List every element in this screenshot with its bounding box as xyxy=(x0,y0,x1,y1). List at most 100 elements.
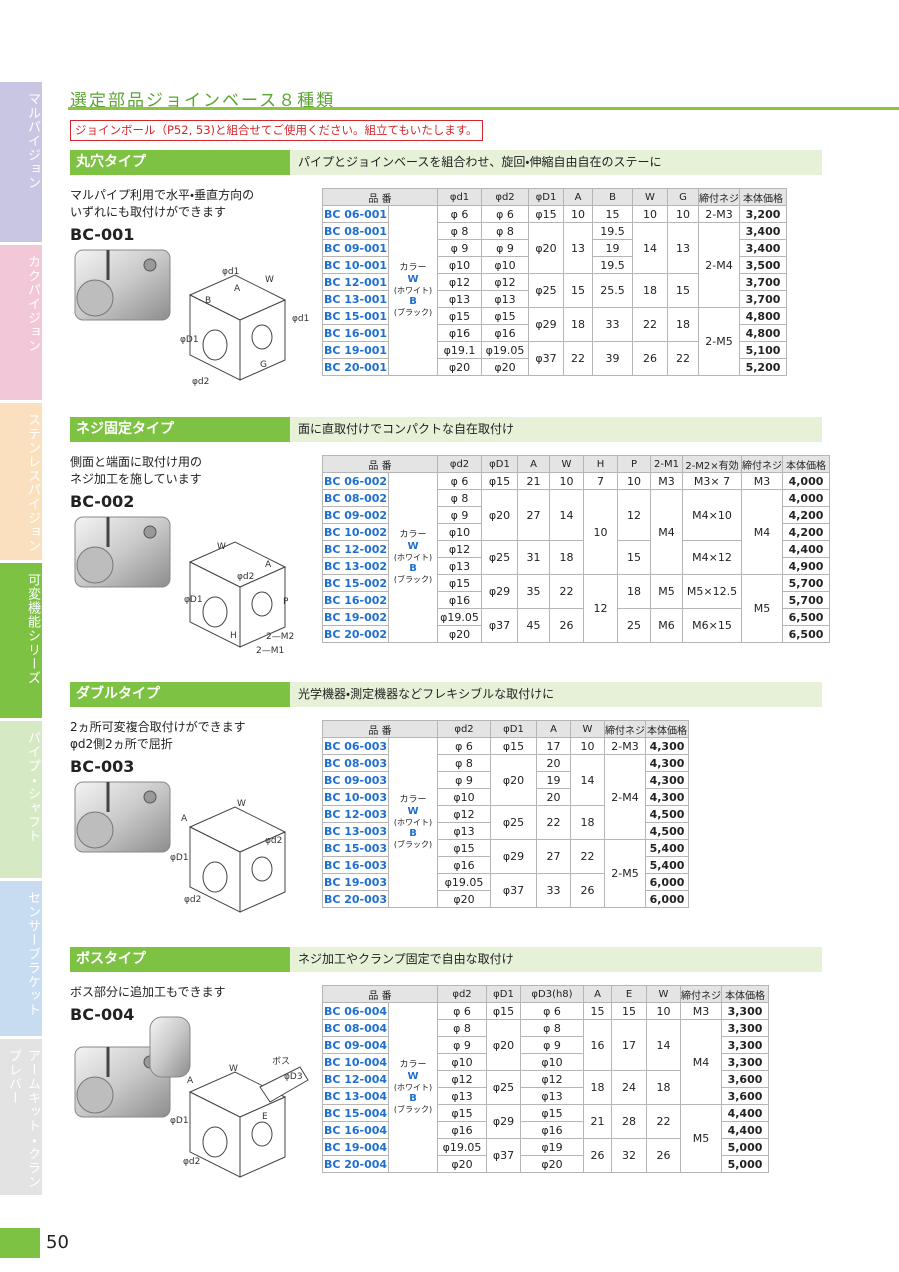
section-title: ネジ固定タイプ xyxy=(70,417,290,442)
color-name: (ブラック) xyxy=(393,1105,433,1114)
table-cell: φ12 xyxy=(437,273,482,291)
part-number: BC 08-003 xyxy=(322,754,389,772)
price: 3,300 xyxy=(721,1053,769,1071)
diagram-label: φd2 xyxy=(184,895,202,905)
header-cell: φD3(h8) xyxy=(520,985,584,1003)
sidebar-tab: 可変機能シリーズ xyxy=(0,563,42,718)
table-row: BC 06-002 カラー W (ホワイト) B (ブラック) φ 6 φ15 21 10 7 10 M… xyxy=(322,472,830,643)
header-cell: φD1 xyxy=(486,985,521,1003)
color-name: (ブラック) xyxy=(393,575,433,584)
table-cell: φ10 xyxy=(437,256,482,274)
table-row: BC 13-002 φ13 4,900 xyxy=(322,557,830,575)
part-number: BC 09-004 xyxy=(322,1036,389,1054)
diagram-label: ボス xyxy=(272,1057,291,1067)
color-code: B xyxy=(409,563,417,574)
header-cell: P xyxy=(617,455,651,473)
price: 4,800 xyxy=(739,307,787,325)
table-row: BC 20-001 φ20 φ20 5,200 xyxy=(322,358,787,376)
table-cell: φ19.05 xyxy=(437,873,491,891)
table-cell: 20 xyxy=(536,788,571,806)
header-row: 品 番 φd2 φD1 A W H P 2-M1 2-M2×有効 締付ネジ 本体価格 xyxy=(322,455,830,473)
table-cell: 19 xyxy=(592,239,633,257)
table-cell: 17 xyxy=(611,1019,647,1071)
color-code: B xyxy=(409,296,417,307)
part-number: BC 06-003 xyxy=(322,737,389,755)
table-cell: φ19 xyxy=(520,1138,584,1156)
table-cell: φ 8 xyxy=(520,1019,584,1037)
diagram-label: H xyxy=(230,631,237,641)
part-number: BC 13-004 xyxy=(322,1087,389,1105)
table-cell: 18 xyxy=(563,307,593,342)
sidebar-tab: アームキット・クランプレバー xyxy=(0,1039,42,1195)
header-row: 品 番 φd1 φd2 φD1 A B W G 締付ネジ 本体価格 xyxy=(322,188,787,206)
table-cell: φ20 xyxy=(481,358,529,376)
table-cell: 26 xyxy=(570,873,605,908)
color-code: B xyxy=(409,828,417,839)
table-cell: M3× 7 xyxy=(682,472,742,490)
description: 側面と端面に取付け用の xyxy=(70,455,203,469)
table-cell: 14 xyxy=(632,222,668,274)
table-cell: φ29 xyxy=(481,574,518,609)
table-cell: φ12 xyxy=(437,540,482,558)
table-cell: 13 xyxy=(563,222,593,274)
price: 3,600 xyxy=(721,1070,769,1088)
table-cell: φ12 xyxy=(437,1070,487,1088)
part-number: BC 12-004 xyxy=(322,1070,389,1088)
part-number: BC 19-001 xyxy=(322,341,389,359)
price: 5,200 xyxy=(739,358,787,376)
table-cell: 10 xyxy=(646,1002,681,1020)
header-cell: 品 番 xyxy=(322,985,438,1003)
diagram-outline xyxy=(239,566,286,648)
price: 5,700 xyxy=(782,591,830,609)
table-cell: 10 xyxy=(667,205,699,223)
photo-bore xyxy=(76,1076,114,1114)
table-cell: 22 xyxy=(563,341,593,376)
table-cell: φ10 xyxy=(481,256,529,274)
model-code: BC-003 xyxy=(70,757,135,776)
part-number: BC 10-003 xyxy=(322,788,389,806)
table-cell: φ13 xyxy=(437,557,482,575)
table-cell: 22 xyxy=(570,839,605,874)
table-cell: φ 8 xyxy=(481,222,529,240)
table-cell: 15 xyxy=(583,1002,612,1020)
part-number: BC 15-001 xyxy=(322,307,389,325)
table-row: BC 19-002 φ19.05 φ37 45 26 25 M6 M6×15 6,500 xyxy=(322,608,830,643)
table-cell: 45 xyxy=(517,608,550,643)
part-number: BC 12-002 xyxy=(322,540,389,558)
color-cell: カラー W (ホワイト) B (ブラック) xyxy=(388,205,438,376)
diagram-label: φD1 xyxy=(170,853,189,863)
table-cell: M4×10 xyxy=(682,489,742,541)
table-cell: 18 xyxy=(583,1070,612,1105)
page-heading: 選定部品ジョインベース８種類 xyxy=(70,91,336,111)
table-cell: φ16 xyxy=(437,1121,487,1139)
part-number: BC 13-003 xyxy=(322,822,389,840)
diagram-label: 2—M1 xyxy=(256,646,285,656)
table-row: BC 08-003 φ 8 φ20 20 14 2-M4 4,300 xyxy=(322,754,689,840)
table-cell: φ20 xyxy=(520,1155,584,1173)
header-cell: 本体価格 xyxy=(721,985,769,1003)
heading-rule xyxy=(68,107,899,110)
table-cell: φ13 xyxy=(437,822,491,840)
sidebar-tab: パイプ・シャフト xyxy=(0,721,42,878)
table-cell: M6×15 xyxy=(682,608,742,643)
table-cell: φ20 xyxy=(437,625,482,643)
table-cell: 26 xyxy=(549,608,584,643)
table-cell: M6 xyxy=(650,608,683,643)
sidebar-tab: センサーブラケット xyxy=(0,881,42,1036)
table-cell: 10 xyxy=(617,472,651,490)
part-number: BC 15-004 xyxy=(322,1104,389,1122)
color-cell: カラー W (ホワイト) B (ブラック) xyxy=(388,472,438,643)
diagram-outline xyxy=(239,831,286,913)
color-name: (ブラック) xyxy=(393,308,433,317)
table-cell: 22 xyxy=(667,341,699,376)
diagram-bore xyxy=(202,329,228,361)
diagram-label: W xyxy=(265,275,274,285)
table-row: BC 10-001 φ10 φ10 19.5 3,500 xyxy=(322,256,787,274)
table-cell: φ25 xyxy=(490,805,537,840)
diagram-bore xyxy=(251,856,273,882)
color-label: カラー xyxy=(399,530,427,540)
part-number: BC 06-001 xyxy=(322,205,389,223)
diagram-label: A xyxy=(187,1076,194,1086)
sidebar-tab: マルパイジョン xyxy=(0,82,42,242)
table-row: BC 15-004 φ15 φ29 φ15 21 28 22 M5 4,400 xyxy=(322,1104,769,1173)
